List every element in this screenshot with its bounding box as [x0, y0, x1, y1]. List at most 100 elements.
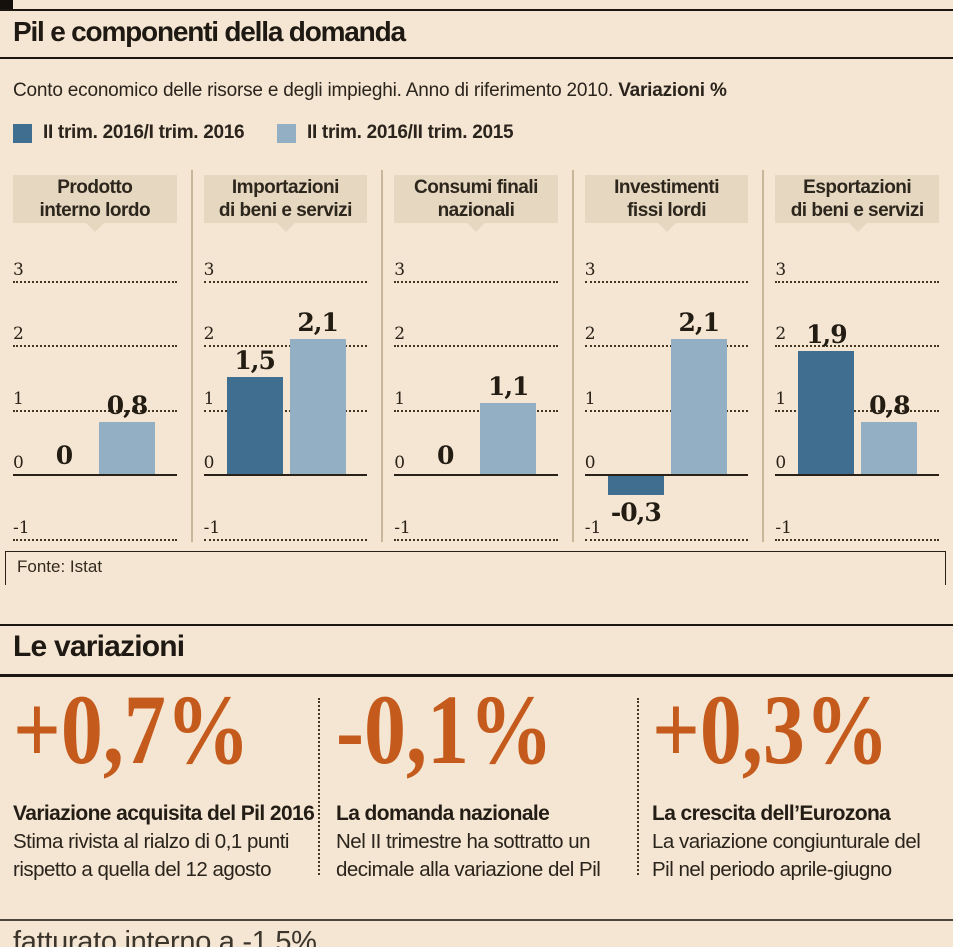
- y-tick-label: -1: [13, 517, 30, 538]
- bar-value-label: -0,3: [610, 498, 662, 528]
- y-tick-label: 3: [203, 259, 215, 280]
- panel-header-notch-icon: [658, 223, 677, 232]
- bar: [861, 422, 918, 474]
- subtitle-text: Conto economico delle risorse e degli im…: [13, 80, 614, 101]
- grid-line: [203, 280, 368, 283]
- chart-panel-title-line: Esportazioni: [803, 177, 912, 198]
- highlight-column: +0,7% Variazione acquisita del Pil 2016 …: [13, 674, 315, 882]
- y-tick-label: -1: [584, 517, 602, 538]
- corner-mark: [0, 0, 13, 9]
- bar-value-label: 1,1: [487, 372, 530, 402]
- legend-swatch-light-blue: [277, 123, 296, 143]
- highlight-body-line: Pil nel periodo aprile-giugno: [652, 858, 892, 881]
- legend-item-y-on-y: II trim. 2016/II trim. 2015: [277, 122, 514, 144]
- highlight-text: La domanda nazionale Nel II trimestre ha…: [336, 800, 656, 884]
- highlight-caption: La domanda nazionale: [336, 802, 550, 825]
- chart-panel-title-line: di beni e servizi: [218, 200, 352, 221]
- dotted-divider: [637, 698, 639, 875]
- highlight-body-line: decimale alla variazione del Pil: [336, 858, 601, 881]
- bar-value-label: 2,1: [297, 307, 339, 337]
- panel-divider: [571, 170, 574, 542]
- bar: [670, 338, 727, 474]
- legend-swatch-dark-blue: [13, 123, 32, 143]
- bar-charts-row: Prodotto interno lordo 3 2 1 0 -1 0 0,8 Importazi…: [0, 166, 953, 548]
- chart-panel-title-line: di beni e servizi: [790, 200, 924, 221]
- grid-line: [775, 280, 939, 283]
- grid-line: [394, 280, 558, 283]
- chart-subtitle: Conto economico delle risorse e degli im…: [13, 80, 727, 102]
- grid-line: [584, 538, 749, 541]
- chart-panel-title-line: interno lordo: [39, 200, 151, 221]
- y-tick-label: -1: [394, 517, 411, 538]
- top-rule: [0, 9, 953, 11]
- panel-header-notch-icon: [86, 223, 105, 232]
- chart-panel-title: Investimenti fissi lordi: [584, 175, 749, 223]
- bar: [798, 351, 855, 474]
- y-tick-label: 3: [775, 259, 787, 280]
- bar: [607, 476, 664, 496]
- y-tick-label: 2: [394, 324, 406, 344]
- bar-value-label: 2,1: [678, 307, 721, 337]
- y-tick-label: 0: [775, 453, 787, 473]
- grid-line: [394, 345, 558, 347]
- y-tick-label: 0: [203, 453, 215, 473]
- source-label: Fonte: Istat: [17, 557, 103, 576]
- chart-panel: Consumi finali nazionali 3 2 1 0 -1 0 1,1: [381, 166, 572, 548]
- highlight-text: Variazione acquisita del Pil 2016 Stima …: [13, 800, 333, 884]
- chart-panel-title-line: nazionali: [437, 200, 515, 221]
- y-tick-label: 2: [203, 324, 215, 344]
- y-tick-label: -1: [775, 517, 792, 538]
- section-title: Le variazioni: [13, 630, 185, 663]
- chart-panel: Esportazioni di beni e servizi 3 2 1 0 -1 1,9 0,…: [762, 166, 953, 548]
- grid-line: [13, 280, 177, 283]
- grid-line: [203, 345, 368, 347]
- bar-value-label: 1,9: [806, 320, 848, 350]
- y-tick-label: 2: [775, 324, 787, 344]
- highlight-value: -0,1%: [336, 674, 553, 785]
- chart-panel-title: Consumi finali nazionali: [394, 175, 558, 223]
- chart-panel-title-line: Prodotto: [57, 177, 133, 198]
- grid-line: [775, 409, 939, 412]
- highlight-body-line: Stima rivista al rialzo di 0,1 punti: [13, 830, 289, 853]
- panel-divider: [381, 170, 384, 542]
- dotted-divider: [318, 698, 320, 875]
- y-tick-label: 0: [394, 453, 406, 473]
- chart-panel-title: Esportazioni di beni e servizi: [775, 175, 939, 223]
- source-box: Fonte: Istat: [5, 551, 946, 585]
- page-title: Pil e componenti della domanda: [13, 16, 406, 47]
- panel-header-notch-icon: [276, 223, 295, 232]
- y-tick-label: 1: [775, 388, 787, 409]
- y-tick-label: 0: [13, 453, 24, 473]
- chart-panel-title-line: Consumi finali: [414, 177, 538, 198]
- chart-panel: Importazioni di beni e servizi 3 2 1 0 -1 1,5 2,…: [191, 166, 382, 548]
- grid-line: [394, 409, 558, 412]
- highlight-value: +0,7%: [13, 674, 250, 785]
- highlight-caption: Variazione acquisita del Pil 2016: [13, 802, 315, 825]
- bar-value-label: 1,5: [234, 346, 276, 376]
- y-tick-label: 2: [584, 324, 596, 344]
- subtitle-unit: Variazioni %: [618, 80, 727, 101]
- highlight-text: La crescita dell’Eurozona La variazione …: [652, 800, 953, 884]
- grid-line: [775, 538, 939, 541]
- chart-panel: Investimenti fissi lordi 3 2 1 0 -1 -0,3 2,1: [572, 166, 763, 548]
- y-tick-label: 1: [584, 388, 596, 409]
- zero-axis-line: [203, 474, 368, 476]
- grid-line: [13, 345, 177, 347]
- grid-line: [203, 538, 368, 541]
- legend-label: II trim. 2016/II trim. 2015: [307, 122, 514, 143]
- grid-line: [203, 409, 368, 412]
- chart-panel: Prodotto interno lordo 3 2 1 0 -1 0 0,8: [0, 166, 191, 548]
- highlight-body-line: Nel II trimestre ha sottratto un: [336, 830, 591, 853]
- highlight-body-line: La variazione congiunturale del: [652, 830, 921, 853]
- bar: [480, 403, 537, 474]
- highlight-column: +0,3% La crescita dell’Eurozona La varia…: [652, 680, 952, 882]
- legend-label: II trim. 2016/I trim. 2016: [43, 122, 245, 143]
- bar: [289, 338, 346, 474]
- bar: [226, 377, 283, 474]
- panel-header-notch-icon: [467, 223, 486, 232]
- panel-divider: [190, 170, 193, 542]
- grid-line: [775, 345, 939, 347]
- y-tick-label: 3: [394, 259, 406, 280]
- panel-header-notch-icon: [848, 223, 867, 232]
